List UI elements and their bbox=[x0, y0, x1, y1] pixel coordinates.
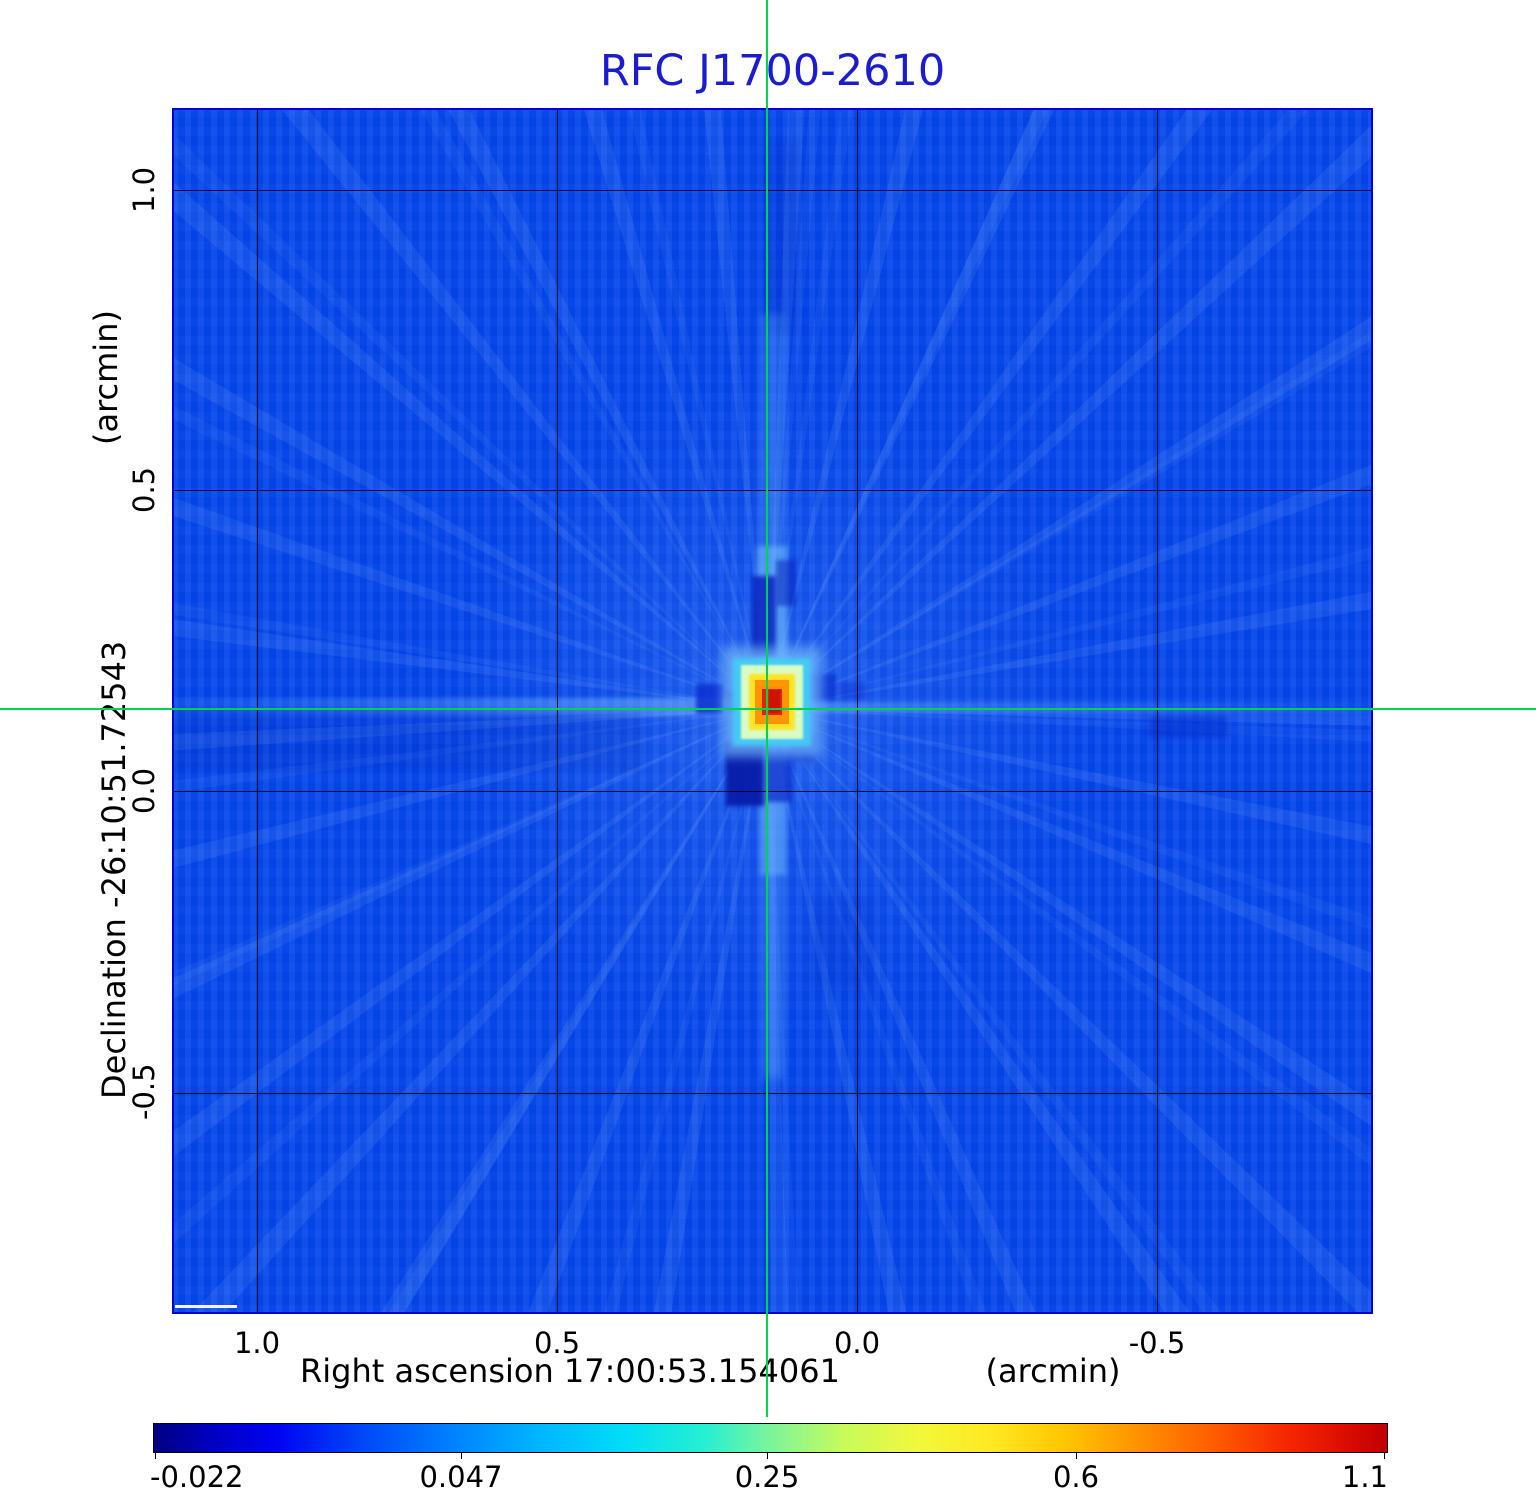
y-tick-label-1.0: 1.0 bbox=[127, 166, 161, 214]
x-axis-label: Right ascension 17:00:53.154061 bbox=[300, 1352, 840, 1390]
colorbar-label-2: 0.047 bbox=[419, 1460, 503, 1494]
sidelobe-dark-patch-right-outer bbox=[840, 682, 866, 700]
grid-hline-0.5 bbox=[172, 490, 1373, 491]
colorbar-label-3: 0.25 bbox=[734, 1460, 800, 1494]
grid-vline-0.0 bbox=[857, 108, 858, 1314]
y-tick-label-0.5: 0.5 bbox=[127, 466, 161, 514]
y-tick-label-0.0: 0.0 bbox=[127, 767, 161, 815]
x-axis-unit-label: (arcmin) bbox=[985, 1352, 1121, 1390]
colorbar-tick-3 bbox=[767, 1452, 768, 1459]
x-tick-label-1.0: 1.0 bbox=[233, 1326, 281, 1360]
colorbar-tick-5 bbox=[1384, 1452, 1385, 1459]
colorbar-tick-2 bbox=[461, 1452, 462, 1459]
sidelobe-dark-patch-below-center bbox=[766, 750, 792, 802]
x-tick-label-0.5: 0.5 bbox=[533, 1326, 581, 1360]
y-axis-unit-label: (arcmin) bbox=[87, 310, 125, 445]
colorbar-tick-1 bbox=[155, 1452, 156, 1459]
upper-jet-faint-artifact bbox=[760, 313, 784, 548]
sidelobe-dark-patch-above-right bbox=[776, 560, 796, 606]
source-core-peak bbox=[769, 690, 780, 713]
sidelobe-dark-streak-below-right bbox=[810, 896, 874, 991]
left-dark-band-artifact bbox=[172, 712, 642, 770]
grid-vline-1.0 bbox=[257, 108, 258, 1314]
white-edge-artifact-left bbox=[172, 112, 174, 324]
colorbar-label-max: 1.1 bbox=[1341, 1460, 1388, 1494]
grid-hline-1.0 bbox=[172, 190, 1373, 191]
x-tick-label--0.5: -0.5 bbox=[1128, 1326, 1186, 1360]
plot-area bbox=[172, 108, 1373, 1314]
colorbar-tick-4 bbox=[1076, 1452, 1077, 1459]
grid-vline--0.5 bbox=[1157, 108, 1158, 1314]
grid-vline-0.5 bbox=[557, 108, 558, 1314]
grid-hline-0.0 bbox=[172, 791, 1373, 792]
colorbar-label-4: 0.6 bbox=[1052, 1460, 1100, 1494]
chart-title: RFC J1700-2610 bbox=[599, 46, 946, 96]
crosshair-horizontal-line bbox=[0, 708, 1536, 710]
white-edge-artifact-bottom bbox=[175, 1305, 237, 1308]
sidelobe-dark-streak-far-right bbox=[1148, 716, 1228, 738]
x-tick-label-0.0: 0.0 bbox=[833, 1326, 881, 1360]
grid-hline--0.5 bbox=[172, 1093, 1373, 1094]
left-ray-artifact bbox=[172, 698, 734, 716]
sidelobe-dark-streak-upper bbox=[766, 142, 800, 332]
colorbar bbox=[153, 1423, 1388, 1453]
y-tick-label--0.5: -0.5 bbox=[127, 1063, 161, 1121]
sidelobe-dark-patch-above bbox=[752, 576, 776, 658]
colorbar-label-min: -0.022 bbox=[150, 1460, 244, 1494]
